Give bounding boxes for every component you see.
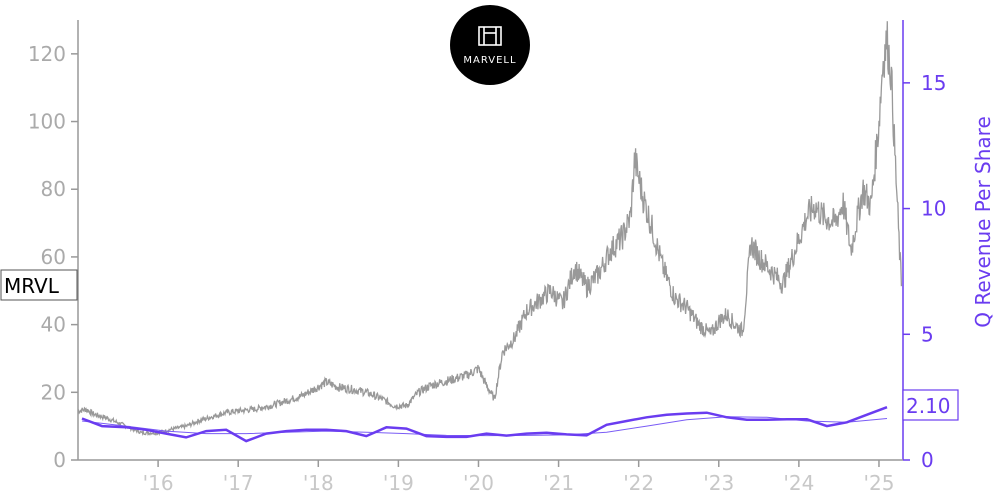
right-tick-label: 5 [921,322,934,346]
x-tick-label: '19 [383,471,414,495]
x-axis-ticks: '16 '17 '18 '19 '20 '21 '22 '23 '24 '25 [143,460,894,495]
price-series-layer [77,21,903,437]
revenue-series-layer [81,406,888,443]
x-tick-label: '18 [303,471,334,495]
x-tick-label: '24 [783,471,814,495]
logo-wordmark: MARVELL [463,55,516,66]
left-tick-label: 0 [53,448,66,472]
left-tick-label: 80 [41,177,66,201]
left-tick-label: 120 [28,42,66,66]
right-tick-label: 0 [921,448,934,472]
right-axis-label: Q Revenue Per Share [971,116,995,328]
current-value-box [902,389,959,421]
left-tick-label: 40 [41,313,66,337]
logo-mark-icon [478,26,502,46]
x-tick-label: '17 [223,471,254,495]
x-tick-label: '21 [543,471,574,495]
x-tick-label: '16 [143,471,174,495]
ticker-label: MRVL [0,269,78,301]
left-axis-ticks: 0 20 40 60 80 100 120 [28,42,78,472]
right-tick-label: 15 [921,71,946,95]
x-tick-label: '25 [863,471,894,495]
current-value-label: 2.10 [902,389,959,421]
left-tick-label: 20 [41,380,66,404]
price-line [77,21,903,437]
right-tick-label: 10 [921,197,946,221]
left-tick-label: 60 [41,245,66,269]
current-value-text: 2.10 [906,394,951,418]
left-tick-label: 100 [28,110,66,134]
x-tick-label: '23 [703,471,734,495]
ticker-label-text: MRVL [4,274,60,298]
revenue-trend-layer [81,416,888,437]
x-tick-label: '22 [623,471,654,495]
ticker-label-box [0,269,78,301]
x-tick-label: '20 [463,471,494,495]
company-logo: MARVELL [450,5,530,85]
revenue-trend-line [81,416,888,437]
right-axis-ticks: 0 5 10 15 [903,71,946,472]
revenue-per-share-line [81,406,888,443]
